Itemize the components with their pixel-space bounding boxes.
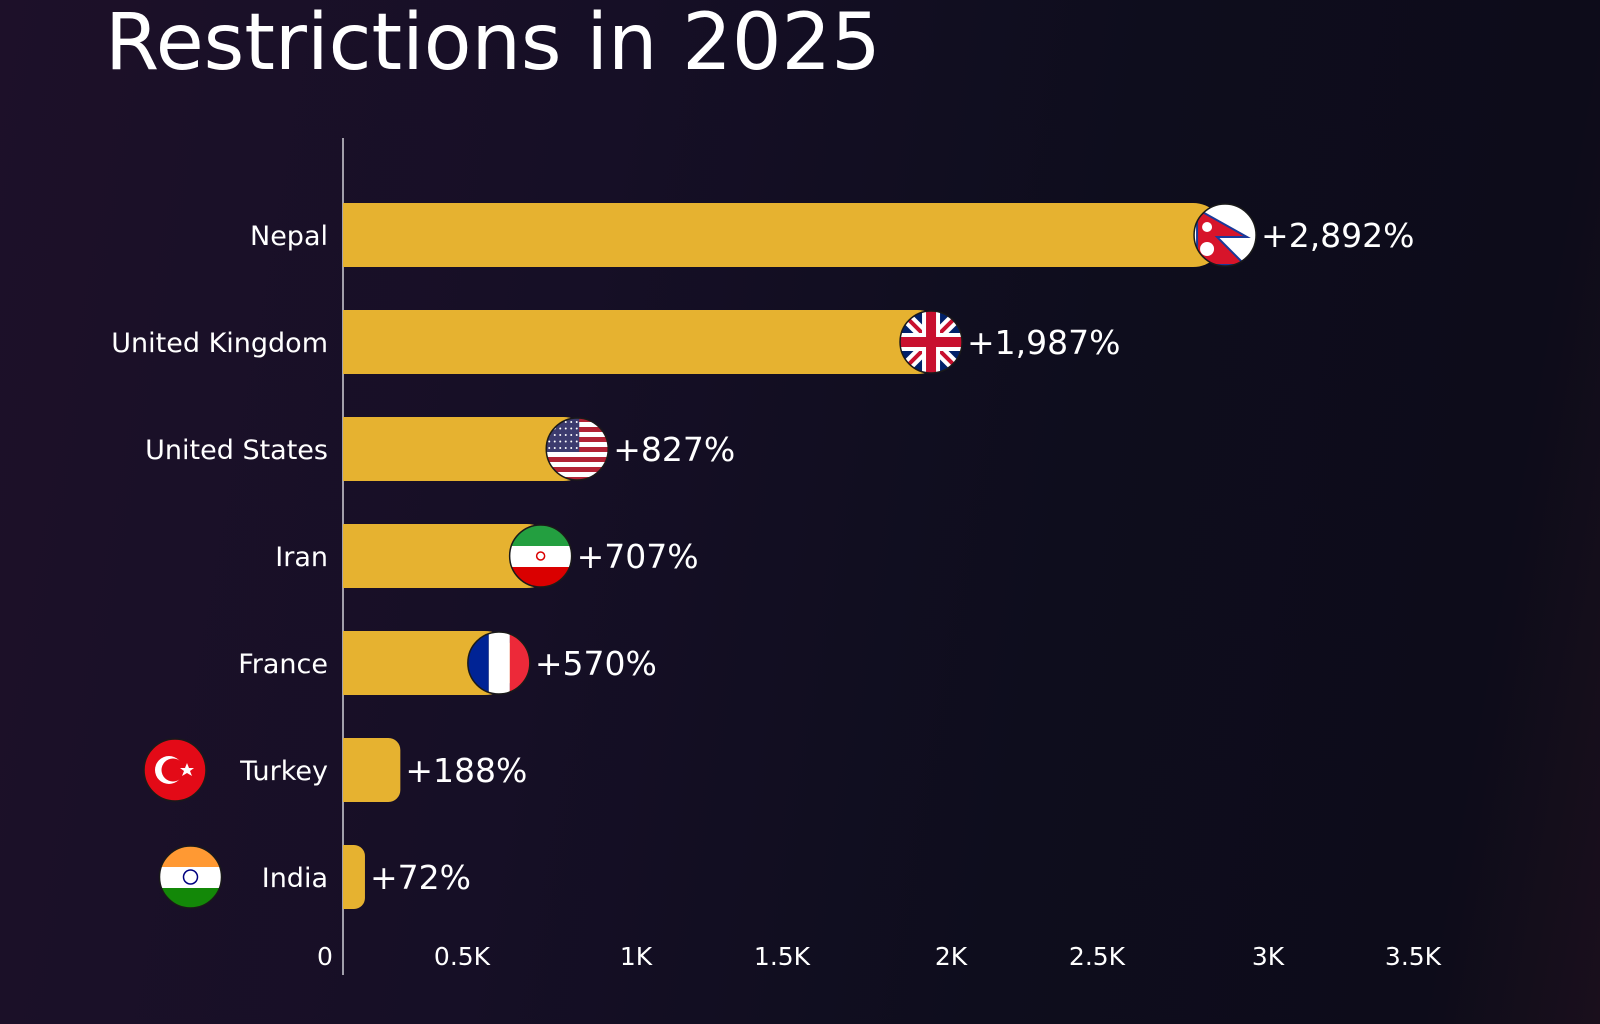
category-label: Iran (275, 542, 328, 573)
bar-row: India +72% (158, 845, 471, 909)
data-label: +72% (370, 858, 471, 897)
category-label: France (238, 649, 328, 680)
x-tick-label: 0.5K (434, 942, 491, 971)
bar (343, 845, 365, 909)
bar (343, 203, 1226, 267)
x-tick-label: 3.5K (1385, 942, 1442, 971)
data-label: +827% (613, 430, 735, 469)
bar-row: Turkey +188% (143, 738, 527, 802)
bar-row: Iran +707% (275, 524, 699, 588)
data-label: +188% (405, 751, 527, 790)
category-label: Turkey (239, 756, 328, 787)
data-label: +570% (535, 644, 657, 683)
iran-flag-icon (508, 524, 573, 588)
uk-flag-icon (899, 310, 963, 374)
x-tick-label: 1.5K (754, 942, 811, 971)
bar-row: United States +827% (145, 417, 735, 481)
turkey-flag-icon (143, 738, 207, 802)
us-flag-icon (545, 417, 609, 481)
data-label: +707% (577, 537, 699, 576)
x-tick-label: 2.5K (1069, 942, 1126, 971)
bar (343, 738, 401, 802)
bar-row: United Kingdom +1,987% (111, 310, 1121, 374)
category-label: United States (145, 435, 328, 466)
x-tick-label: 3K (1252, 942, 1285, 971)
data-label: +2,892% (1261, 216, 1414, 255)
category-label: India (262, 863, 328, 894)
x-tick-label: 1K (620, 942, 653, 971)
x-tick-label: 0 (317, 942, 333, 971)
nepal-flag-icon (1193, 203, 1257, 267)
data-label: +1,987% (967, 323, 1120, 362)
bar (343, 524, 559, 588)
bar (343, 417, 596, 481)
france-flag-icon (467, 631, 531, 695)
bar-row: France +570% (238, 631, 657, 695)
india-flag-icon (158, 845, 223, 909)
category-label: Nepal (250, 221, 328, 252)
x-tick-label: 2K (935, 942, 968, 971)
category-label: United Kingdom (111, 328, 328, 359)
bar (343, 310, 950, 374)
chart-title: Restrictions in 2025 (105, 0, 881, 88)
bar-row: Nepal +2,892% (250, 203, 1415, 267)
